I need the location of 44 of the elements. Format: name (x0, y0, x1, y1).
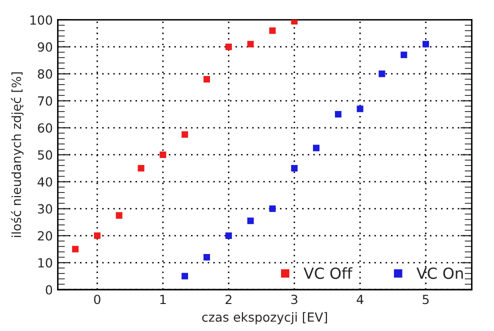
y-tick-label: 10 (38, 258, 52, 268)
point (400, 52, 408, 58)
point (247, 218, 254, 224)
point (138, 164, 144, 172)
x-tick-label: 0 (94, 294, 100, 304)
x-tick-label: 5 (422, 294, 429, 304)
point (225, 232, 232, 239)
point (291, 164, 298, 172)
y-tick-label: 70 (38, 96, 52, 106)
point (291, 20, 298, 24)
y-tick-label: 40 (38, 177, 52, 187)
y-tick-label: 80 (38, 69, 52, 79)
y-tick-label: 30 (38, 204, 52, 214)
x-axis-title: czas ekspozycji [EV] (202, 312, 327, 324)
point (72, 246, 79, 252)
point (247, 40, 254, 48)
point (182, 131, 188, 138)
point (356, 106, 364, 112)
x-tick-label: 4 (356, 294, 364, 304)
x-tick-label: 2 (226, 294, 232, 304)
point (312, 144, 320, 152)
point (182, 272, 188, 280)
y-tick-label: 60 (38, 123, 52, 133)
y-tick-label: 0 (46, 285, 52, 295)
point (269, 27, 276, 34)
y-tick-label: 100 (30, 15, 52, 25)
point (204, 76, 210, 82)
point (378, 70, 386, 78)
point (225, 44, 232, 50)
y-tick-label: 90 (38, 42, 52, 52)
y-axis-title: ilość nieudanych zdjęć [%] (10, 72, 24, 237)
x-tick-label: 1 (160, 294, 166, 304)
point (160, 151, 166, 158)
y-tick-label: 20 (38, 231, 52, 241)
point (116, 212, 122, 219)
legend-label: VC On (416, 267, 463, 280)
point (204, 254, 210, 261)
y-tick-label: 50 (38, 150, 52, 160)
point (334, 111, 342, 118)
point (422, 40, 430, 48)
point (94, 232, 100, 239)
x-tick-label: 3 (291, 294, 298, 304)
legend-label: VC Off (304, 267, 353, 280)
point (269, 205, 276, 212)
